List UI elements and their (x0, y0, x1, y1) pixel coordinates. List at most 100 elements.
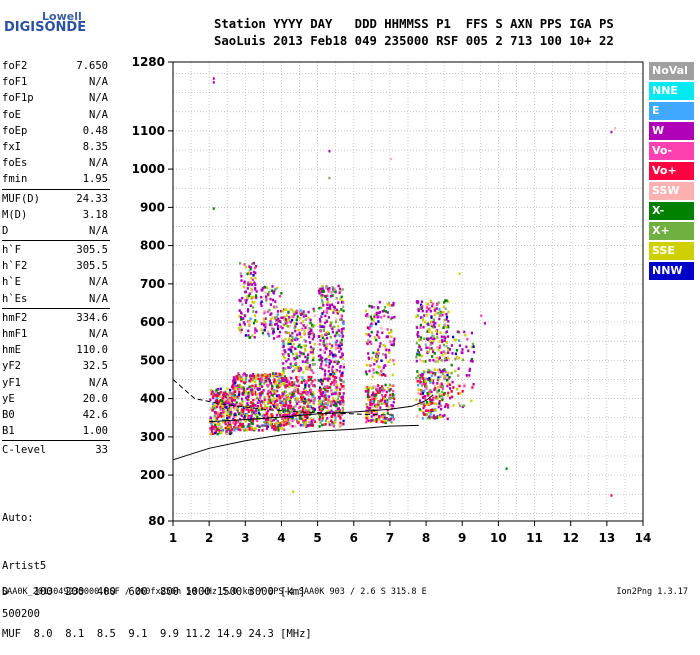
echo-point (439, 385, 442, 389)
echo-point (289, 340, 292, 343)
echo-point (311, 363, 314, 366)
echo-point (220, 431, 223, 435)
echo-point (295, 397, 298, 400)
echo-point (389, 317, 392, 321)
echo-point (376, 357, 379, 361)
echo-point (293, 368, 296, 372)
echo-point (269, 405, 272, 409)
echo-point (219, 405, 222, 409)
echo-point (272, 418, 275, 422)
y-tick-label: 500 (140, 353, 165, 367)
echo-point (380, 420, 383, 423)
echo-point (419, 392, 422, 396)
echo-point (445, 318, 448, 321)
echo-point (372, 368, 375, 371)
echo-point (229, 421, 232, 424)
echo-point (304, 418, 307, 422)
echo-point (276, 286, 279, 290)
echo-point (281, 427, 284, 430)
param-value: 3.18 (82, 208, 108, 221)
echo-point (263, 413, 266, 417)
echo-point (376, 330, 379, 334)
echo-point (284, 390, 288, 394)
echo-point (275, 421, 278, 425)
echo-point (243, 429, 246, 432)
echo-point (312, 402, 315, 406)
echo-point (373, 313, 376, 316)
x-tick-label: 8 (422, 531, 430, 545)
echo-point (249, 405, 252, 408)
echo-point (375, 371, 378, 374)
echo-point (313, 362, 317, 366)
echo-point (432, 371, 435, 375)
echo-point (254, 266, 257, 270)
echo-point (252, 390, 255, 393)
echo-point (308, 330, 311, 334)
echo-point (428, 328, 431, 332)
echo-point (339, 415, 342, 419)
echo-outlier (389, 157, 392, 161)
echo-point (238, 412, 241, 416)
echo-point (296, 388, 299, 391)
echo-point (312, 358, 315, 362)
echo-point (320, 362, 323, 366)
echo-point (425, 413, 428, 416)
echo-point (327, 369, 330, 373)
echo-point (211, 424, 214, 428)
echo-point (253, 270, 256, 274)
echo-point (338, 388, 342, 391)
echo-point (384, 374, 387, 377)
echo-point (285, 421, 288, 425)
echo-point (293, 394, 296, 398)
echo-point (415, 376, 418, 380)
echo-point (303, 387, 306, 391)
echo-point (239, 421, 242, 424)
echo-point (325, 332, 328, 335)
echo-point (268, 395, 271, 399)
echo-point (378, 387, 381, 390)
echo-point (239, 325, 242, 328)
param-key: foEp (2, 124, 28, 137)
echo-point (446, 335, 450, 338)
echo-point (239, 385, 243, 389)
echo-point (230, 403, 233, 406)
echo-point (290, 308, 293, 312)
echo-point (419, 306, 422, 309)
echo-point (425, 403, 429, 406)
echo-point (294, 385, 297, 389)
echo-point (323, 369, 327, 372)
echo-point (383, 419, 386, 423)
echo-point (244, 334, 247, 337)
echo-point (299, 317, 302, 320)
echo-point (300, 352, 303, 355)
echo-point (279, 373, 282, 377)
echo-point (342, 363, 345, 366)
echo-point (384, 364, 387, 367)
echo-point (304, 367, 308, 371)
echo-point (320, 399, 323, 403)
echo-point (255, 296, 258, 299)
echo-point (389, 388, 392, 391)
echo-point (379, 389, 382, 393)
echo-point (447, 358, 450, 362)
param-key: foEs (2, 157, 28, 170)
echo-point (318, 413, 321, 416)
echo-point (288, 315, 291, 319)
echo-point (326, 287, 329, 291)
echo-point (323, 337, 326, 341)
echo-point (214, 426, 218, 429)
echo-point (419, 338, 422, 341)
echo-point (304, 415, 307, 418)
echo-point (305, 365, 308, 369)
echo-point (429, 299, 432, 303)
echo-point (381, 387, 384, 390)
echo-point (442, 343, 445, 347)
echo-point (326, 336, 329, 340)
echo-point (250, 296, 253, 299)
echo-point (251, 407, 254, 410)
echo-point (263, 406, 266, 409)
echo-point (274, 316, 277, 319)
echo-point (276, 420, 279, 423)
echo-point (340, 343, 344, 347)
echo-point (269, 399, 272, 402)
